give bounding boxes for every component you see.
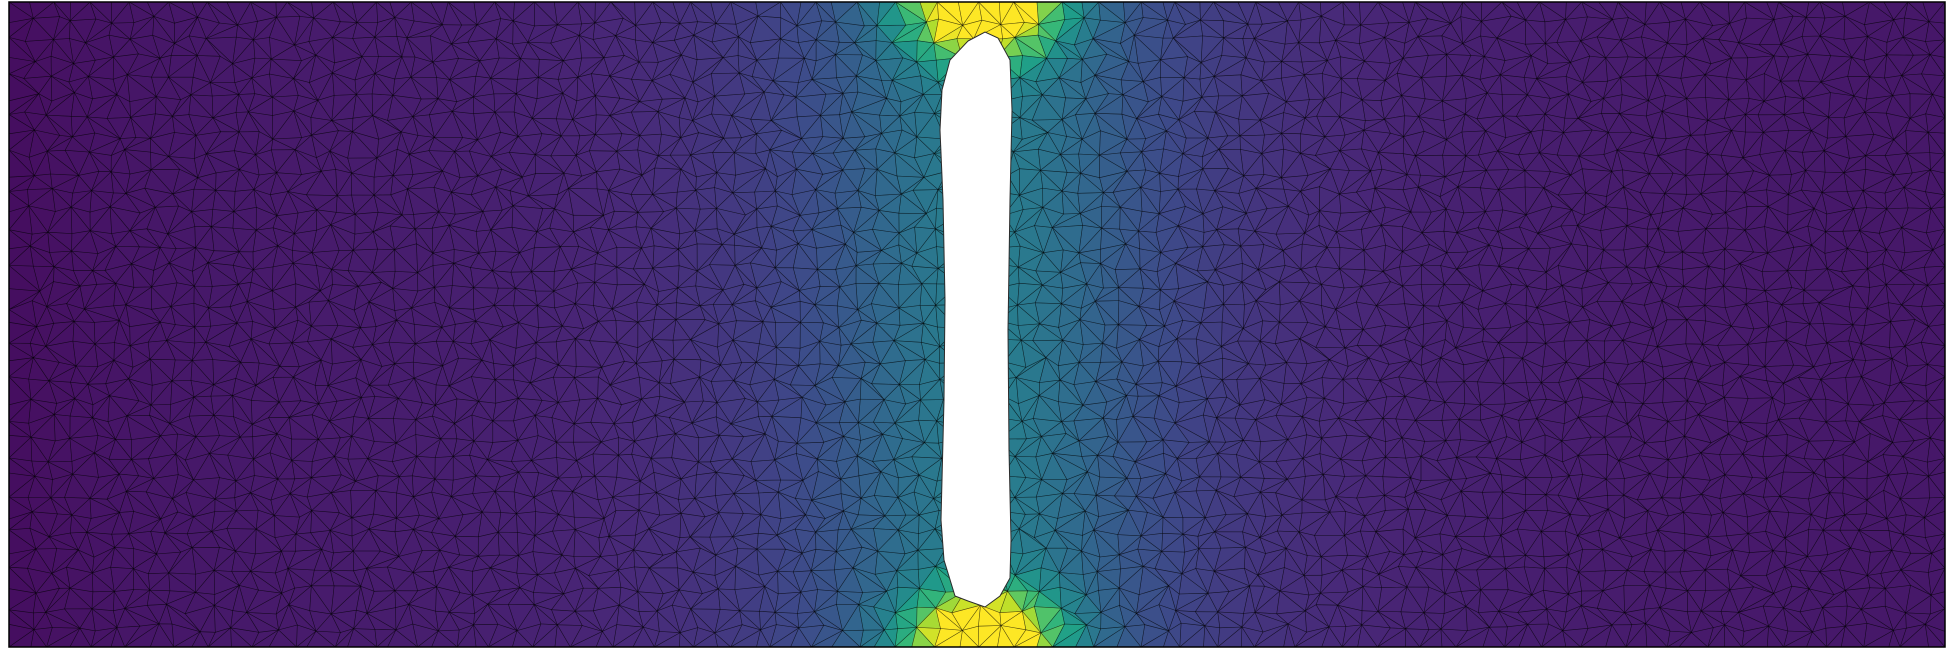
figure-canvas: [8, 1, 1946, 648]
mesh-plot: [8, 1, 1946, 648]
